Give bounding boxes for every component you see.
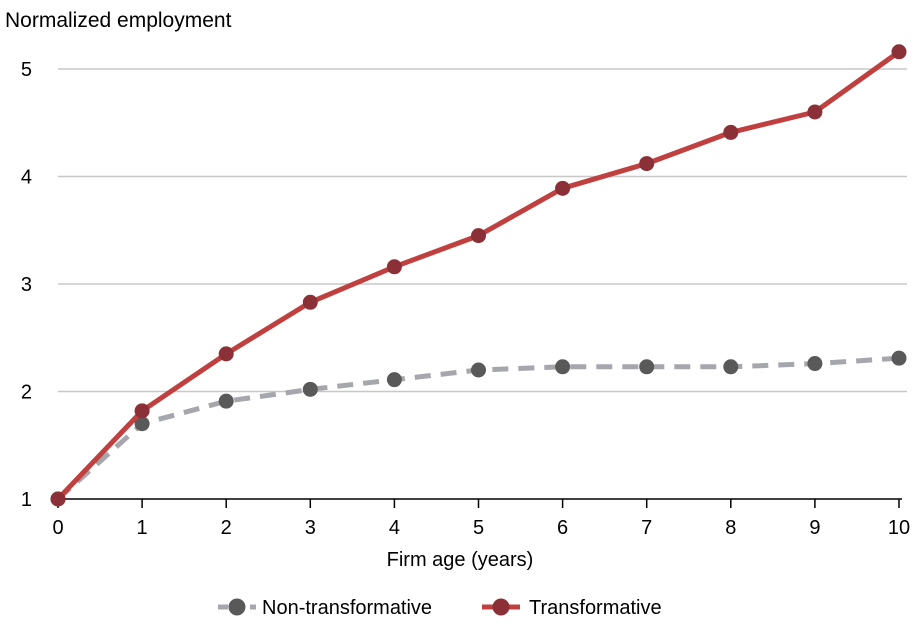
data-point-transformative — [302, 294, 318, 310]
legend: Non-transformative Transformative — [218, 597, 662, 619]
x-tick-label: 4 — [389, 517, 400, 539]
x-tick-label: 2 — [221, 517, 232, 539]
data-point-non-transformative — [891, 350, 907, 366]
gridlines — [58, 68, 907, 393]
y-tick-label: 1 — [21, 489, 32, 511]
data-point-non-transformative — [386, 372, 402, 388]
x-axis-label: Firm age (years) — [387, 549, 534, 571]
y-tick-label: 2 — [21, 382, 32, 404]
data-point-non-transformative — [302, 381, 318, 397]
x-tick-label: 10 — [888, 517, 910, 539]
y-axis-label: Normalized employment — [5, 9, 232, 32]
data-point-transformative — [807, 104, 823, 120]
series-group — [50, 44, 907, 507]
data-point-transformative — [471, 228, 486, 244]
legend-label-transformative: Transformative — [529, 597, 662, 619]
legend-label-non-transformative: Non-transformative — [262, 597, 432, 619]
x-tick-label: 7 — [641, 517, 652, 539]
data-point-non-transformative — [639, 359, 655, 375]
x-axis: 0 1 2 3 4 5 6 7 8 9 10 — [52, 498, 910, 539]
y-tick-label: 5 — [21, 59, 32, 81]
data-point-non-transformative — [218, 393, 234, 409]
series-line-non-transformative — [56, 355, 900, 501]
data-point-transformative — [639, 156, 655, 172]
x-tick-label: 5 — [473, 517, 484, 539]
data-point-non-transformative — [134, 416, 150, 432]
data-point-non-transformative — [723, 359, 739, 375]
x-tick-label: 9 — [809, 517, 820, 539]
data-point-non-transformative — [471, 362, 486, 378]
legend-item-non-transformative: Non-transformative — [218, 597, 432, 619]
data-point-transformative — [555, 180, 571, 196]
series-line-transformative — [56, 49, 901, 501]
legend-item-transformative: Transformative — [482, 597, 662, 619]
x-tick-label: 3 — [305, 517, 316, 539]
data-point-transformative — [386, 259, 402, 275]
x-tick-label: 8 — [725, 517, 736, 539]
data-point-non-transformative — [555, 359, 571, 375]
data-point-transformative — [134, 403, 150, 419]
y-tick-labels: 1 2 3 4 5 — [21, 59, 32, 511]
data-point-transformative — [891, 44, 907, 60]
y-tick-label: 3 — [21, 274, 32, 296]
x-tick-label: 0 — [52, 517, 63, 539]
legend-marker-non-transformative — [228, 598, 246, 616]
x-tick-label: 6 — [557, 517, 568, 539]
y-tick-label: 4 — [21, 167, 32, 189]
data-point-transformative — [723, 124, 739, 140]
data-point-transformative — [218, 346, 234, 362]
data-point-transformative — [50, 491, 66, 507]
x-tick-label: 1 — [137, 517, 148, 539]
legend-marker-transformative — [492, 598, 510, 616]
data-point-non-transformative — [807, 356, 823, 372]
